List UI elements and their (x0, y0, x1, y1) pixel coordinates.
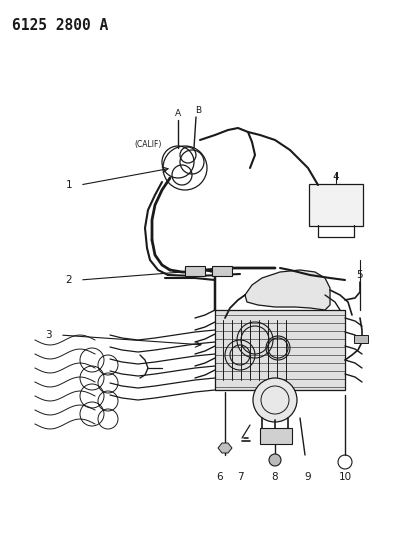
Text: 1: 1 (65, 180, 72, 190)
Polygon shape (218, 443, 231, 453)
Text: 4: 4 (332, 172, 339, 182)
Text: 6: 6 (216, 472, 223, 482)
Text: 6125 2800 A: 6125 2800 A (12, 18, 108, 33)
Text: 5: 5 (356, 270, 362, 280)
Text: (CALIF): (CALIF) (134, 141, 161, 149)
Text: 2: 2 (65, 275, 72, 285)
Text: 8: 8 (271, 472, 278, 482)
Text: 3: 3 (45, 330, 52, 340)
Bar (353, 335, 367, 343)
Text: 10: 10 (337, 472, 351, 482)
Circle shape (252, 378, 296, 422)
FancyBboxPatch shape (308, 184, 362, 226)
Circle shape (268, 454, 280, 466)
Bar (211, 266, 231, 276)
Bar (259, 428, 291, 444)
Text: A: A (175, 109, 181, 118)
Polygon shape (245, 270, 329, 310)
Bar (184, 266, 204, 276)
Polygon shape (214, 310, 344, 390)
Text: 9: 9 (304, 472, 310, 482)
Text: 7: 7 (236, 472, 243, 482)
Text: B: B (194, 106, 200, 115)
